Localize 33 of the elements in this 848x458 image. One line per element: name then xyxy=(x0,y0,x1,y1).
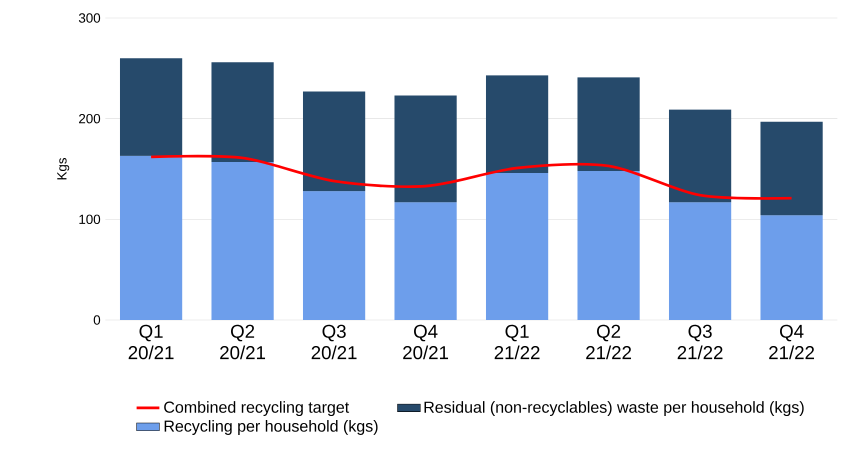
bar xyxy=(120,58,182,156)
x-tick-label: Q1 20/21 xyxy=(128,324,174,360)
bar xyxy=(760,215,823,320)
bar xyxy=(302,191,366,320)
bar xyxy=(211,162,274,320)
bar xyxy=(486,75,548,174)
y-tick-label: 200 xyxy=(79,114,100,124)
y-tick-label: 0 xyxy=(94,315,100,325)
legend-label: Residual (non-recyclables) waste per household (kgs) xyxy=(424,401,804,416)
y-tick-label: 300 xyxy=(78,13,100,23)
bar xyxy=(302,91,366,192)
x-tick-label: Q4 20/21 xyxy=(403,324,448,360)
x-tick-label: Q1 21/22 xyxy=(494,324,540,360)
x-tick-label: Q2 21/22 xyxy=(586,324,632,360)
bar xyxy=(577,77,640,172)
bar xyxy=(577,171,640,320)
bar xyxy=(486,173,548,320)
x-tick-label: Q3 20/21 xyxy=(312,324,357,360)
y-tick-label: 100 xyxy=(79,214,100,224)
bar xyxy=(120,156,182,320)
bar xyxy=(211,62,274,162)
bar xyxy=(668,202,732,320)
x-tick-label: Q4 21/22 xyxy=(769,324,814,360)
line-series xyxy=(150,154,793,200)
x-tick-label: Q3 21/22 xyxy=(678,324,723,360)
y-axis-title: Kgs xyxy=(57,158,70,180)
bar xyxy=(394,202,457,320)
bar xyxy=(760,122,823,216)
x-tick-label: Q2 20/21 xyxy=(220,324,266,360)
bar xyxy=(668,110,732,202)
legend-label: Combined recycling target xyxy=(164,401,350,416)
bar xyxy=(394,96,457,202)
legend-label: Recycling per household (kgs) xyxy=(164,420,378,435)
